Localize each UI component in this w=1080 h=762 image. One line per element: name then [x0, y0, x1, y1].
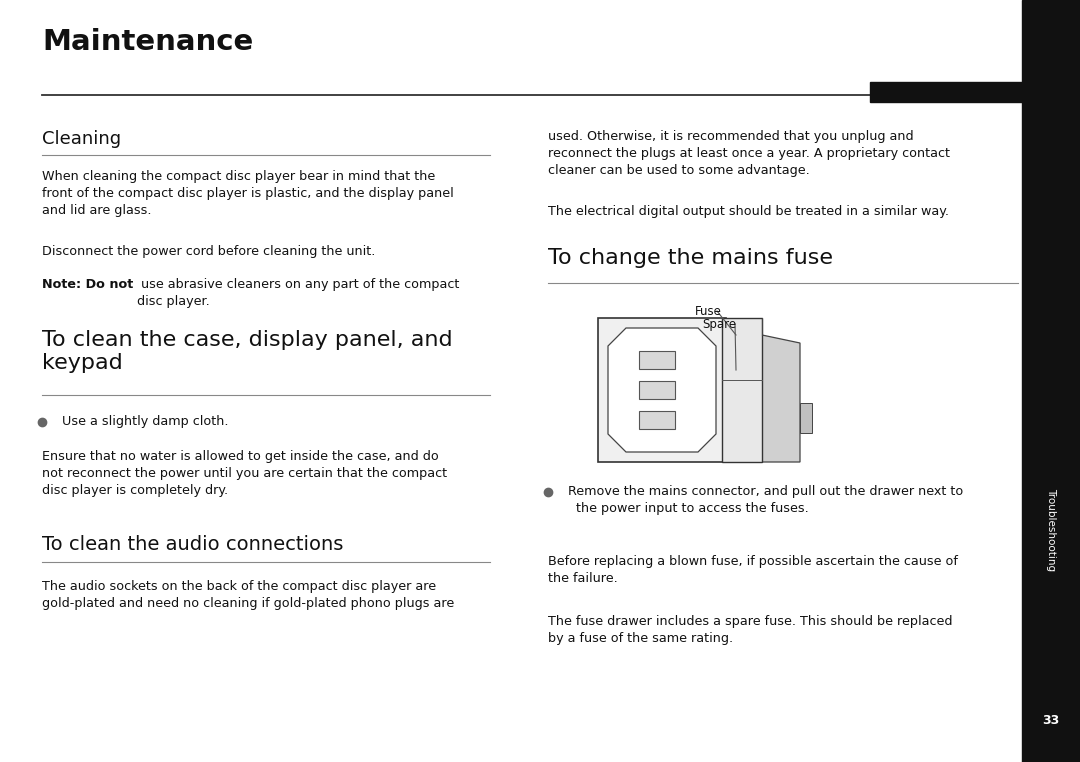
Text: Remove the mains connector, and pull out the drawer next to
  the power input to: Remove the mains connector, and pull out… — [568, 485, 963, 515]
Text: When cleaning the compact disc player bear in mind that the
front of the compact: When cleaning the compact disc player be… — [42, 170, 454, 217]
Bar — [639, 351, 675, 369]
Text: use abrasive cleaners on any part of the compact
disc player.: use abrasive cleaners on any part of the… — [137, 278, 459, 308]
Text: To clean the case, display panel, and
keypad: To clean the case, display panel, and ke… — [42, 330, 453, 373]
Text: To clean the audio connections: To clean the audio connections — [42, 535, 343, 554]
Text: Disconnect the power cord before cleaning the unit.: Disconnect the power cord before cleanin… — [42, 245, 376, 258]
Bar — [1022, 0, 1080, 762]
Text: To change the mains fuse: To change the mains fuse — [548, 248, 833, 268]
Text: Spare: Spare — [702, 318, 737, 331]
Text: Before replacing a blown fuse, if possible ascertain the cause of
the failure.: Before replacing a blown fuse, if possib… — [548, 555, 958, 585]
Text: used. Otherwise, it is recommended that you unplug and
reconnect the plugs at le: used. Otherwise, it is recommended that … — [548, 130, 950, 177]
Text: Maintenance: Maintenance — [42, 28, 253, 56]
Text: Fuse: Fuse — [696, 305, 721, 318]
Bar — [870, 82, 1022, 102]
Text: The fuse drawer includes a spare fuse. This should be replaced
by a fuse of the : The fuse drawer includes a spare fuse. T… — [548, 615, 953, 645]
Bar — [639, 411, 675, 429]
Text: Troubleshooting: Troubleshooting — [1047, 488, 1056, 572]
Bar — [800, 403, 812, 433]
Polygon shape — [762, 335, 800, 462]
Bar — [639, 381, 675, 399]
Text: Cleaning: Cleaning — [42, 130, 121, 148]
Text: Ensure that no water is allowed to get inside the case, and do
not reconnect the: Ensure that no water is allowed to get i… — [42, 450, 447, 497]
Text: The audio sockets on the back of the compact disc player are
gold-plated and nee: The audio sockets on the back of the com… — [42, 580, 455, 610]
Bar — [598, 318, 726, 462]
Text: 33: 33 — [1042, 713, 1059, 726]
Bar — [723, 318, 762, 462]
Text: The electrical digital output should be treated in a similar way.: The electrical digital output should be … — [548, 205, 949, 218]
Text: Use a slightly damp cloth.: Use a slightly damp cloth. — [62, 415, 229, 428]
Text: Note: Do not: Note: Do not — [42, 278, 133, 291]
Polygon shape — [608, 328, 716, 452]
